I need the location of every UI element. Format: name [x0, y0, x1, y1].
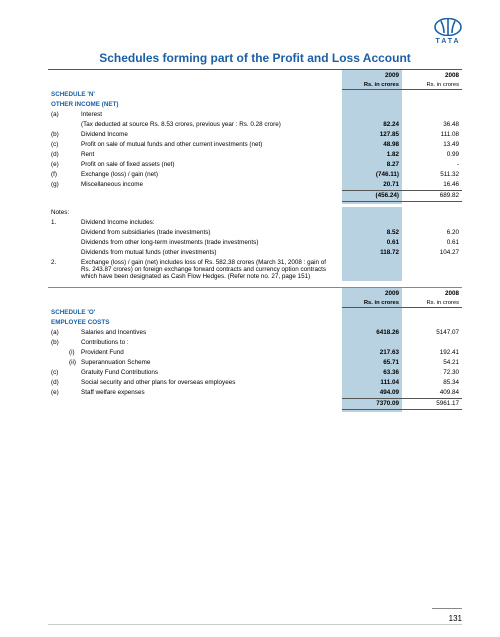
row-desc: Exchange (loss) / gain (net)	[78, 170, 342, 180]
row-desc: Superannuation Scheme	[78, 358, 342, 368]
schedule-n-heading: SCHEDULE 'N'	[48, 90, 342, 100]
footer-rule	[48, 624, 462, 625]
cell-value: 54.21	[402, 358, 462, 368]
unit-label: Rs. in crores	[402, 80, 462, 90]
cell-value: 0.61	[402, 237, 462, 247]
cell-value: 127.85	[342, 130, 402, 140]
total-current: (456.24)	[342, 190, 402, 201]
row-desc: Contributions to :	[78, 338, 342, 348]
cell-value: 72.30	[402, 368, 462, 378]
row-tag: (e)	[48, 388, 66, 399]
cell-value: 63.36	[342, 368, 402, 378]
row-tag: (b)	[48, 130, 66, 140]
schedule-o-table: 2009 2008 Rs. in crores Rs. in crores SC…	[48, 288, 462, 412]
cell-value: 104.27	[402, 247, 462, 257]
row-tag: (c)	[48, 368, 66, 378]
schedule-n-subheading: OTHER INCOME (NET)	[48, 100, 342, 110]
cell-value: 13.49	[402, 140, 462, 150]
col-year-current: 2009	[342, 70, 402, 80]
row-tag: (c)	[48, 140, 66, 150]
cell-value: (746.11)	[342, 170, 402, 180]
cell-value: 0.99	[402, 150, 462, 160]
schedule-o-subheading: EMPLOYEE COSTS	[48, 318, 342, 328]
cell-value: 36.48	[402, 120, 462, 130]
note-item: Dividends from mutual funds (other inves…	[78, 247, 342, 257]
cell-value: 65.71	[342, 358, 402, 368]
schedule-o-heading: SCHEDULE 'O'	[48, 308, 342, 318]
cell-value: 0.61	[342, 237, 402, 247]
unit-label: Rs. in crores	[342, 80, 402, 90]
cell-value: 6418.26	[342, 328, 402, 338]
cell-value: 111.04	[342, 378, 402, 388]
cell-value: 192.41	[402, 348, 462, 358]
annual-report-page: TATA Schedules forming part of the Profi…	[0, 0, 500, 637]
cell-value: 111.08	[402, 130, 462, 140]
cell-value: 16.46	[402, 180, 462, 191]
cell-value: 511.32	[402, 170, 462, 180]
row-desc: Staff welfare expenses	[78, 388, 342, 399]
row-tag: (g)	[48, 180, 66, 191]
cell-value: 1.82	[342, 150, 402, 160]
row-tag: (a)	[48, 110, 66, 120]
row-subdesc: (Tax deducted at source Rs. 8.53 crores,…	[78, 120, 342, 130]
total-current: 7370.09	[342, 398, 402, 409]
total-prior: 5961.17	[402, 398, 462, 409]
cell-value: 6.20	[402, 227, 462, 237]
row-desc: Social security and other plans for over…	[78, 378, 342, 388]
col-year-prior: 2008	[402, 70, 462, 80]
row-desc: Dividend Income	[78, 130, 342, 140]
cell-value: 5147.07	[402, 328, 462, 338]
note-num: 2.	[48, 257, 66, 281]
schedule-n-table: 2009 2008 Rs. in crores Rs. in crores SC…	[48, 70, 462, 204]
row-desc: Interest	[78, 110, 342, 120]
page-number: 131	[449, 614, 462, 623]
cell-value: 217.63	[342, 348, 402, 358]
schedule-n-notes: Notes: 1. Dividend Income includes: Divi…	[48, 207, 462, 281]
tata-logo: TATA	[434, 18, 462, 45]
page-number-rule	[432, 608, 462, 609]
row-desc: Miscellaneous income	[78, 180, 342, 191]
row-tag: (a)	[48, 328, 66, 338]
note-text: Exchange (loss) / gain (net) includes lo…	[78, 257, 342, 281]
col-year-prior: 2008	[402, 288, 462, 298]
cell-value: 48.98	[342, 140, 402, 150]
row-desc: Provident Fund	[78, 348, 342, 358]
row-desc: Gratuity Fund Contributions	[78, 368, 342, 378]
row-tag: (b)	[48, 338, 66, 348]
notes-label: Notes:	[48, 207, 342, 217]
note-num: 1.	[48, 217, 66, 227]
cell-value: 8.27	[342, 160, 402, 170]
note-item: Dividend from subsidiaries (trade invest…	[78, 227, 342, 237]
row-desc: Profit on sale of fixed assets (net)	[78, 160, 342, 170]
cell-value: 494.09	[342, 388, 402, 399]
unit-label: Rs. in crores	[402, 298, 462, 308]
cell-value: 118.72	[342, 247, 402, 257]
col-year-current: 2009	[342, 288, 402, 298]
cell-value: 409.84	[402, 388, 462, 399]
tata-wordmark: TATA	[434, 38, 462, 45]
row-desc: Profit on sale of mutual funds and other…	[78, 140, 342, 150]
cell-value: 85.34	[402, 378, 462, 388]
row-sub: (ii)	[66, 358, 78, 368]
unit-label: Rs. in crores	[342, 298, 402, 308]
row-tag: (d)	[48, 150, 66, 160]
note-item: Dividends from other long-term investmen…	[78, 237, 342, 247]
row-tag: (d)	[48, 378, 66, 388]
cell-value: -	[402, 160, 462, 170]
cell-value: 82.24	[342, 120, 402, 130]
row-desc: Rent	[78, 150, 342, 160]
total-prior: 689.82	[402, 190, 462, 201]
cell-value: 8.52	[342, 227, 402, 237]
note-text: Dividend Income includes:	[78, 217, 342, 227]
row-sub: (i)	[66, 348, 78, 358]
row-tag: (e)	[48, 160, 66, 170]
cell-value: 20.71	[342, 180, 402, 191]
page-title: Schedules forming part of the Profit and…	[48, 51, 462, 65]
row-tag: (f)	[48, 170, 66, 180]
row-desc: Salaries and Incentives	[78, 328, 342, 338]
